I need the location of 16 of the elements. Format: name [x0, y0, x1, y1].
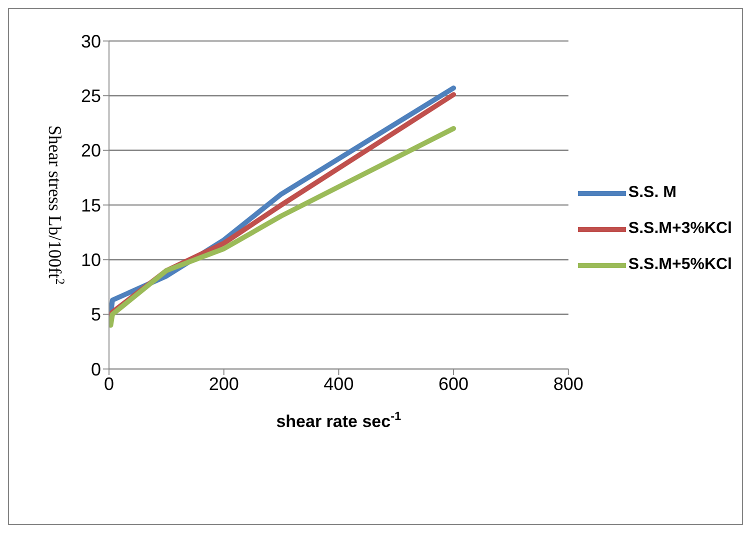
y-tick-label: 0 [90, 359, 101, 380]
y-tick-label: 15 [80, 195, 101, 216]
y-tick-label: 20 [80, 140, 101, 161]
x-tick-label: 600 [438, 374, 469, 394]
y-tick-label: 5 [90, 304, 101, 325]
y-tick-label: 10 [80, 250, 101, 270]
y-tick-label: 30 [80, 31, 101, 52]
legend-label: S.S. M [628, 184, 676, 202]
x-tick-label: 0 [104, 374, 114, 394]
x-tick-label: 800 [553, 374, 584, 394]
x-tick-label: 200 [208, 374, 239, 394]
y-tick-label: 25 [80, 86, 101, 106]
legend-label: S.S.M+3%KCl [628, 220, 732, 238]
legend-label: S.S.M+5%KCl [628, 256, 732, 274]
x-axis-title: shear rate sec$^{-1}$ [276, 409, 402, 431]
x-tick-label: 400 [324, 374, 354, 394]
